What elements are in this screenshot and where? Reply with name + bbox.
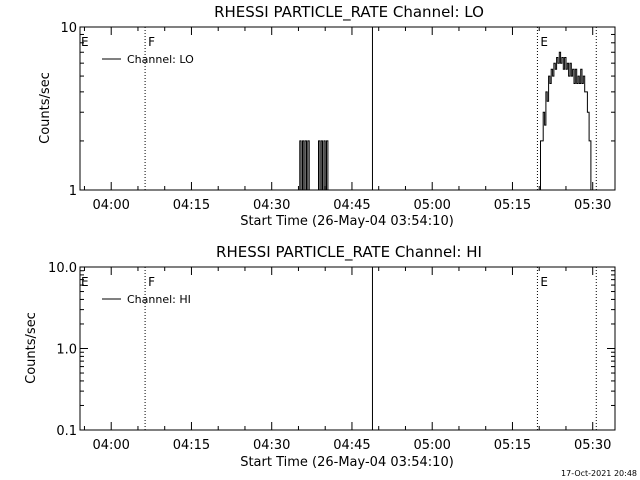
x-tick-label: 04:30 xyxy=(253,198,290,213)
y-tick-label: 1 xyxy=(69,184,77,199)
plot-frame xyxy=(79,26,616,191)
legend-entry: Channel: HI xyxy=(127,293,191,306)
footer-timestamp: 17-Oct-2021 20:48 xyxy=(561,469,637,478)
event-marker-label: F xyxy=(148,35,155,49)
chart-title: RHESSI PARTICLE_RATE Channel: LO xyxy=(214,3,484,22)
x-tick-label: 05:15 xyxy=(494,198,531,213)
y-tick-label: 10 xyxy=(60,21,77,36)
x-tick-label: 05:00 xyxy=(413,438,450,453)
event-marker-label: F xyxy=(148,275,155,289)
chart-panel-hi: RHESSI PARTICLE_RATE Channel: HI Counts/… xyxy=(24,243,616,470)
x-tick-label: 04:30 xyxy=(253,438,290,453)
x-tick-label: 04:00 xyxy=(92,198,129,213)
y-tick-label: 0.1 xyxy=(56,424,77,439)
plot-frame xyxy=(79,266,616,431)
series-line xyxy=(298,51,592,191)
y-axis-label: Counts/sec xyxy=(24,312,39,384)
legend-entry: Channel: LO xyxy=(127,53,194,66)
y-axis-label: Counts/sec xyxy=(38,72,53,144)
axis-ticks: 04:00 04:15 04:30 04:45 05:00 05:15 05:30 1 10 xyxy=(60,21,615,213)
event-marker-label: E xyxy=(81,275,89,289)
x-tick-label: 04:15 xyxy=(173,198,210,213)
chart-title: RHESSI PARTICLE_RATE Channel: HI xyxy=(216,243,482,262)
x-tick-label: 04:45 xyxy=(333,438,370,453)
event-marker-label: E xyxy=(81,35,89,49)
x-tick-label: 05:00 xyxy=(413,198,450,213)
chart-panel-lo: RHESSI PARTICLE_RATE Channel: LO Counts/… xyxy=(38,3,616,229)
x-tick-label: 05:30 xyxy=(574,198,611,213)
x-tick-label: 05:30 xyxy=(574,438,611,453)
x-axis-label: Start Time (26-May-04 03:54:10) xyxy=(240,214,454,229)
x-tick-label: 04:00 xyxy=(92,438,129,453)
x-axis-label: Start Time (26-May-04 03:54:10) xyxy=(240,455,454,470)
x-tick-label: 04:15 xyxy=(173,438,210,453)
y-tick-label: 10.0 xyxy=(48,261,77,276)
y-tick-label: 1.0 xyxy=(56,343,77,358)
axis-ticks: 04:00 04:15 04:30 04:45 05:00 05:15 05:30 0.1 1.… xyxy=(48,261,615,453)
event-marker-label: E xyxy=(540,275,548,289)
x-tick-label: 04:45 xyxy=(333,198,370,213)
series-layer xyxy=(298,51,592,191)
x-tick-label: 05:15 xyxy=(494,438,531,453)
event-marker-label: E xyxy=(540,35,548,49)
